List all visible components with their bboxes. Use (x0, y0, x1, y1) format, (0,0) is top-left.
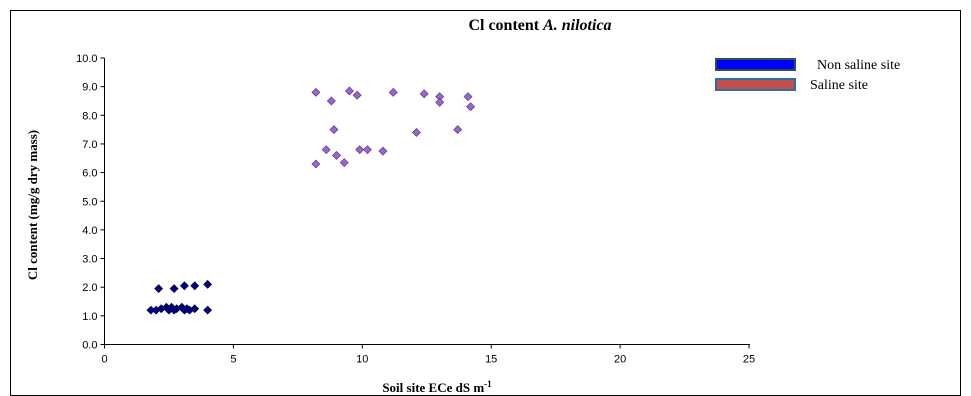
data-point-non-saline (169, 284, 179, 294)
y-axis-title: Cl content (mg/g dry mass) (25, 130, 40, 280)
data-point-saline (466, 102, 476, 112)
data-point-saline (453, 125, 463, 135)
x-axis-title-main: Soil site ECe dS m (382, 380, 484, 395)
data-point-saline (329, 125, 339, 135)
chart-title-species: A. nilotica (542, 17, 611, 34)
x-axis-title-sup: -1 (484, 379, 492, 389)
data-point-saline (363, 145, 372, 155)
data-point-saline (332, 150, 341, 160)
data-point-saline (326, 96, 336, 106)
legend-label-saline: Saline site (810, 78, 868, 93)
data-point-saline (463, 92, 473, 102)
data-point-saline (419, 89, 429, 99)
data-points (146, 86, 476, 315)
data-point-non-saline (185, 305, 194, 315)
data-point-non-saline (203, 305, 213, 315)
data-point-non-saline (169, 305, 179, 315)
data-point-saline (435, 97, 445, 107)
data-point-saline (344, 86, 354, 96)
x-tick-label: 10 (356, 354, 368, 366)
data-point-non-saline (179, 281, 189, 291)
y-tick-label: 10.0 (76, 53, 97, 65)
y-ticks: 0.0 1.0 2.0 3.0 4.0 5.0 6.0 7.0 8.0 9.0 10.0 (76, 53, 105, 352)
data-point-saline (412, 128, 421, 137)
data-point-non-saline (203, 279, 213, 289)
data-point-saline (339, 158, 349, 167)
y-tick-label: 6.0 (82, 168, 97, 180)
data-point-saline (378, 146, 388, 156)
data-point-saline (355, 145, 365, 155)
data-point-saline (352, 90, 362, 100)
y-tick-label: 5.0 (82, 196, 97, 208)
y-tick-label: 8.0 (82, 110, 97, 122)
y-tick-label: 2.0 (82, 282, 97, 294)
y-tick-label: 0.0 (82, 340, 97, 352)
legend-swatch-non-saline (715, 58, 796, 71)
data-point-saline (388, 87, 398, 97)
y-tick-label: 4.0 (82, 225, 97, 237)
data-point-non-saline (154, 284, 164, 294)
legend: Non saline site Saline site (715, 58, 900, 93)
y-tick-label: 9.0 (82, 82, 97, 94)
x-tick-label: 15 (485, 354, 497, 366)
x-axis-title: Soil site ECe dS m-1 (382, 379, 492, 395)
x-tick-label: 5 (230, 354, 236, 366)
x-tick-label: 25 (743, 354, 755, 366)
data-point-saline (311, 87, 321, 97)
chart-title-main: Cl content (468, 17, 543, 34)
legend-swatch-saline (715, 78, 796, 91)
legend-label-non-saline: Non saline site (817, 58, 900, 73)
x-tick-label: 20 (614, 354, 626, 366)
x-ticks: 0 5 10 15 20 25 (101, 344, 755, 366)
y-tick-label: 7.0 (82, 139, 97, 151)
x-tick-label: 0 (101, 354, 107, 366)
y-tick-label: 3.0 (82, 254, 97, 266)
y-tick-label: 1.0 (82, 311, 97, 323)
data-point-saline (321, 145, 331, 155)
chart-title: Cl content A. nilotica (468, 17, 611, 34)
data-point-saline (311, 159, 321, 169)
data-point-non-saline (190, 281, 200, 291)
